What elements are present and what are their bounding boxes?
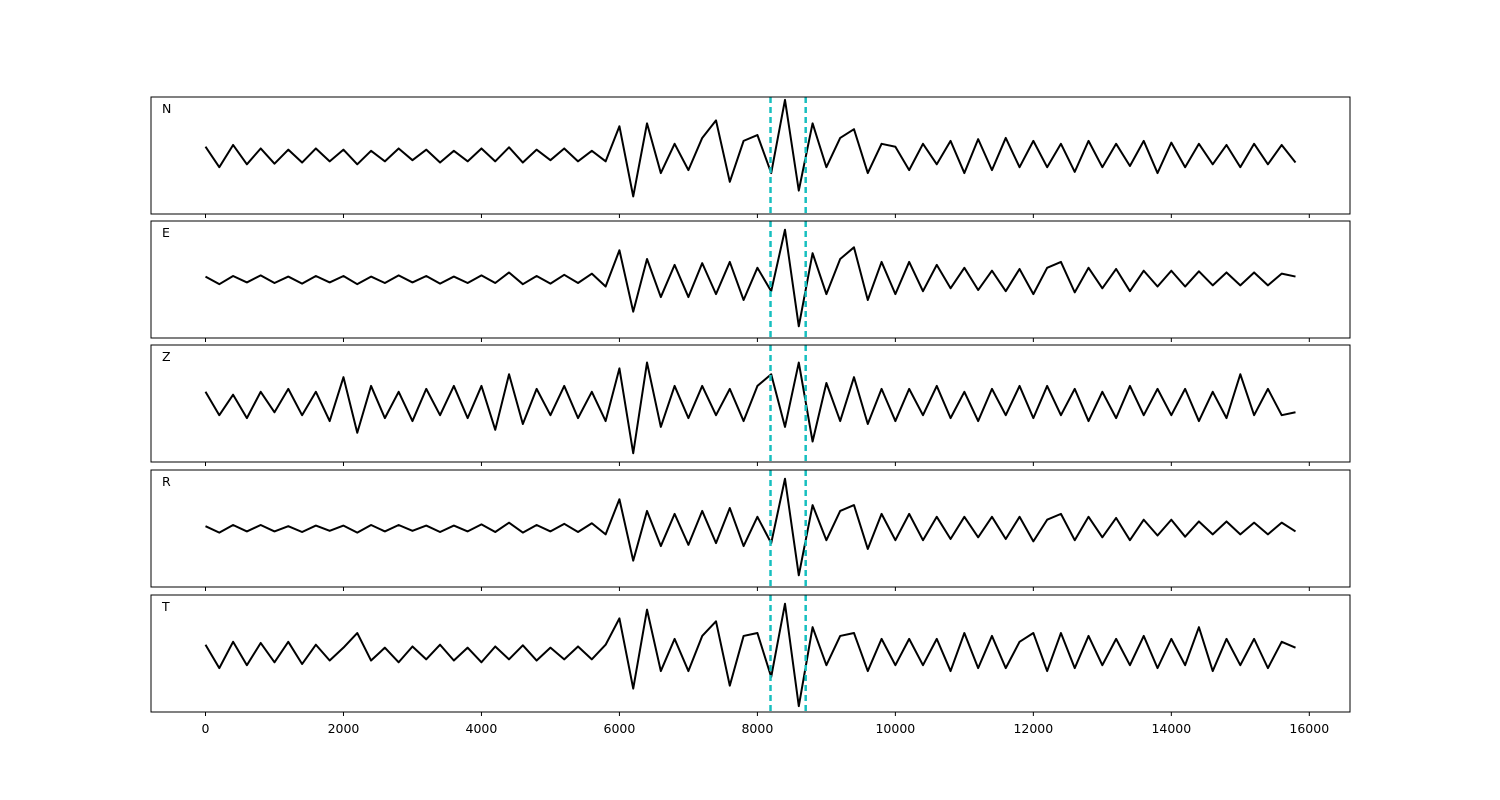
x-tick-label: 14000	[1151, 721, 1191, 736]
trace	[205, 228, 1296, 328]
panel-label: R	[162, 474, 171, 489]
panel-frame	[150, 220, 1351, 339]
x-tick-label: 0	[202, 721, 210, 736]
x-tick-label: 12000	[1013, 721, 1053, 736]
panel-label: T	[161, 599, 170, 614]
panel-label: Z	[162, 349, 171, 364]
x-tick-label: 6000	[604, 721, 636, 736]
x-tick-label: 10000	[875, 721, 915, 736]
trace	[204, 361, 1296, 455]
panel-label: E	[162, 225, 170, 240]
x-tick-label: 16000	[1289, 721, 1329, 736]
panel-frame	[150, 344, 1351, 463]
panel-frame	[150, 594, 1351, 713]
x-tick-label: 4000	[466, 721, 498, 736]
panel-frame	[150, 96, 1351, 215]
panel-label: N	[162, 101, 171, 116]
x-tick-label: 8000	[741, 721, 773, 736]
trace	[204, 98, 1297, 198]
trace	[205, 477, 1297, 577]
x-tick-label: 2000	[328, 721, 360, 736]
trace	[204, 602, 1296, 708]
panel-frame	[150, 469, 1351, 588]
